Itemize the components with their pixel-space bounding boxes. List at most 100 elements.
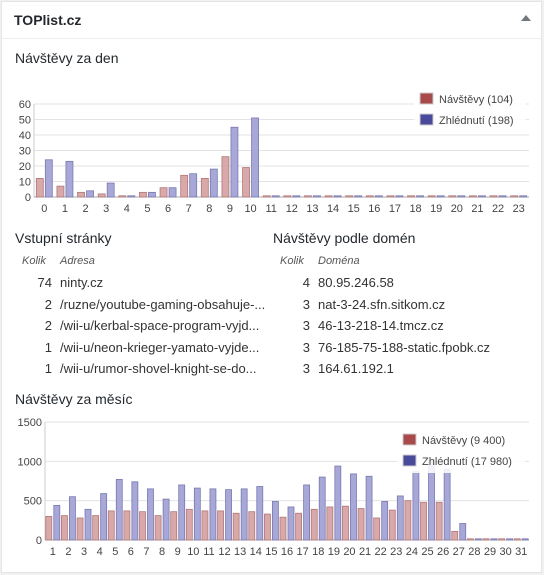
bar	[106, 182, 115, 198]
bar	[69, 496, 76, 541]
bar	[97, 193, 106, 198]
column-header-count: Kolik	[22, 255, 46, 267]
collapse-toggle-icon[interactable]	[521, 15, 531, 21]
bar	[292, 195, 301, 198]
bar	[416, 195, 424, 198]
bar	[498, 195, 507, 198]
bar	[271, 501, 279, 541]
row-count: 1	[44, 361, 52, 377]
row-value: 164.61.192.1	[318, 361, 394, 377]
x-tick-label: 27	[453, 546, 465, 558]
x-tick-label: 16	[368, 203, 380, 215]
x-tick-label: 10	[187, 546, 199, 558]
legend-box	[397, 429, 525, 473]
bar	[127, 195, 136, 198]
bar	[154, 515, 162, 541]
bar	[310, 508, 318, 541]
bar	[209, 168, 218, 198]
bar	[118, 195, 127, 198]
bar	[240, 488, 248, 541]
bar	[420, 501, 427, 541]
legend-label: Návštěvy (9 400)	[422, 435, 505, 447]
x-tick-label: 22	[375, 546, 387, 558]
bar	[209, 488, 217, 541]
bar	[35, 178, 44, 198]
x-tick-label: 30	[499, 546, 511, 558]
bar	[100, 493, 108, 541]
entry-pages-title: Vstupní stránky	[15, 230, 112, 246]
table-row: 3 76-185-75-188-static.fpobk.cz	[280, 337, 490, 359]
row-count: 3	[302, 296, 310, 312]
column-header-value: Adresa	[60, 255, 95, 267]
x-tick-label: 7	[143, 546, 149, 558]
bar	[404, 500, 412, 541]
bar	[221, 156, 230, 198]
x-tick-label: 21	[359, 546, 371, 558]
bar	[148, 191, 156, 198]
bar	[521, 538, 529, 541]
bar	[304, 195, 312, 198]
bar	[200, 178, 209, 198]
bar	[350, 473, 357, 541]
y-tick-label: 0	[25, 192, 31, 204]
bar	[354, 195, 363, 198]
x-tick-label: 11	[265, 203, 276, 215]
bar	[283, 195, 292, 198]
x-tick-label: 20	[343, 546, 355, 558]
row-value: /wii-u/kerbal-space-program-vyjd...	[60, 318, 260, 334]
bar	[396, 495, 404, 541]
x-tick-label: 9	[175, 546, 181, 558]
x-tick-label: 17	[296, 546, 308, 558]
bar	[435, 501, 443, 541]
x-tick-label: 19	[328, 546, 340, 558]
bar	[324, 195, 333, 198]
column-header-count: Kolik	[280, 255, 304, 267]
bar	[443, 468, 451, 541]
bar	[513, 538, 521, 541]
bar	[295, 512, 303, 541]
bar	[180, 174, 189, 198]
bar	[490, 538, 498, 541]
bar	[334, 465, 342, 541]
x-tick-label: 1	[50, 546, 56, 558]
bar	[256, 486, 264, 541]
x-tick-label: 5	[144, 203, 150, 215]
x-tick-label: 19	[430, 203, 442, 215]
table-row: 2/wii-u/kerbal-space-program-vyjd...	[22, 315, 265, 337]
bar	[365, 195, 374, 198]
bar	[395, 195, 404, 198]
bar	[326, 506, 334, 541]
bar	[342, 505, 349, 541]
x-tick-label: 21	[471, 203, 483, 215]
bar	[230, 126, 239, 198]
y-tick-label: 20	[19, 161, 31, 173]
bar	[457, 195, 466, 198]
table-row: 74 ninty.cz	[22, 272, 265, 294]
legend-label: Zhlédnutí (198)	[439, 115, 514, 127]
bar	[86, 190, 94, 198]
bar	[519, 195, 528, 198]
x-tick-label: 23	[513, 203, 525, 215]
table-row: 4 80.95.246.58	[280, 272, 490, 294]
bar	[506, 538, 513, 541]
bar	[162, 498, 170, 541]
y-tick-label: 1000	[18, 456, 42, 468]
bar	[365, 475, 373, 541]
daily-chart-title: Návštěvy za den	[15, 50, 119, 66]
bar	[178, 484, 186, 541]
bar	[303, 484, 311, 541]
x-tick-label: 15	[265, 546, 277, 558]
x-tick-label: 13	[306, 203, 318, 215]
bar	[185, 508, 193, 541]
bar	[451, 530, 459, 541]
x-tick-label: 6	[128, 546, 134, 558]
x-tick-label: 31	[515, 546, 527, 558]
x-tick-label: 29	[484, 546, 496, 558]
row-count: 1	[44, 339, 52, 355]
x-tick-label: 24	[406, 546, 418, 558]
table-row: 3 164.61.192.1	[280, 358, 490, 380]
table-row: 1/wii-u/neon-krieger-yamato-vyjde...	[22, 337, 265, 359]
row-count: 3	[302, 318, 310, 334]
bar	[510, 195, 519, 198]
bar	[489, 195, 498, 198]
